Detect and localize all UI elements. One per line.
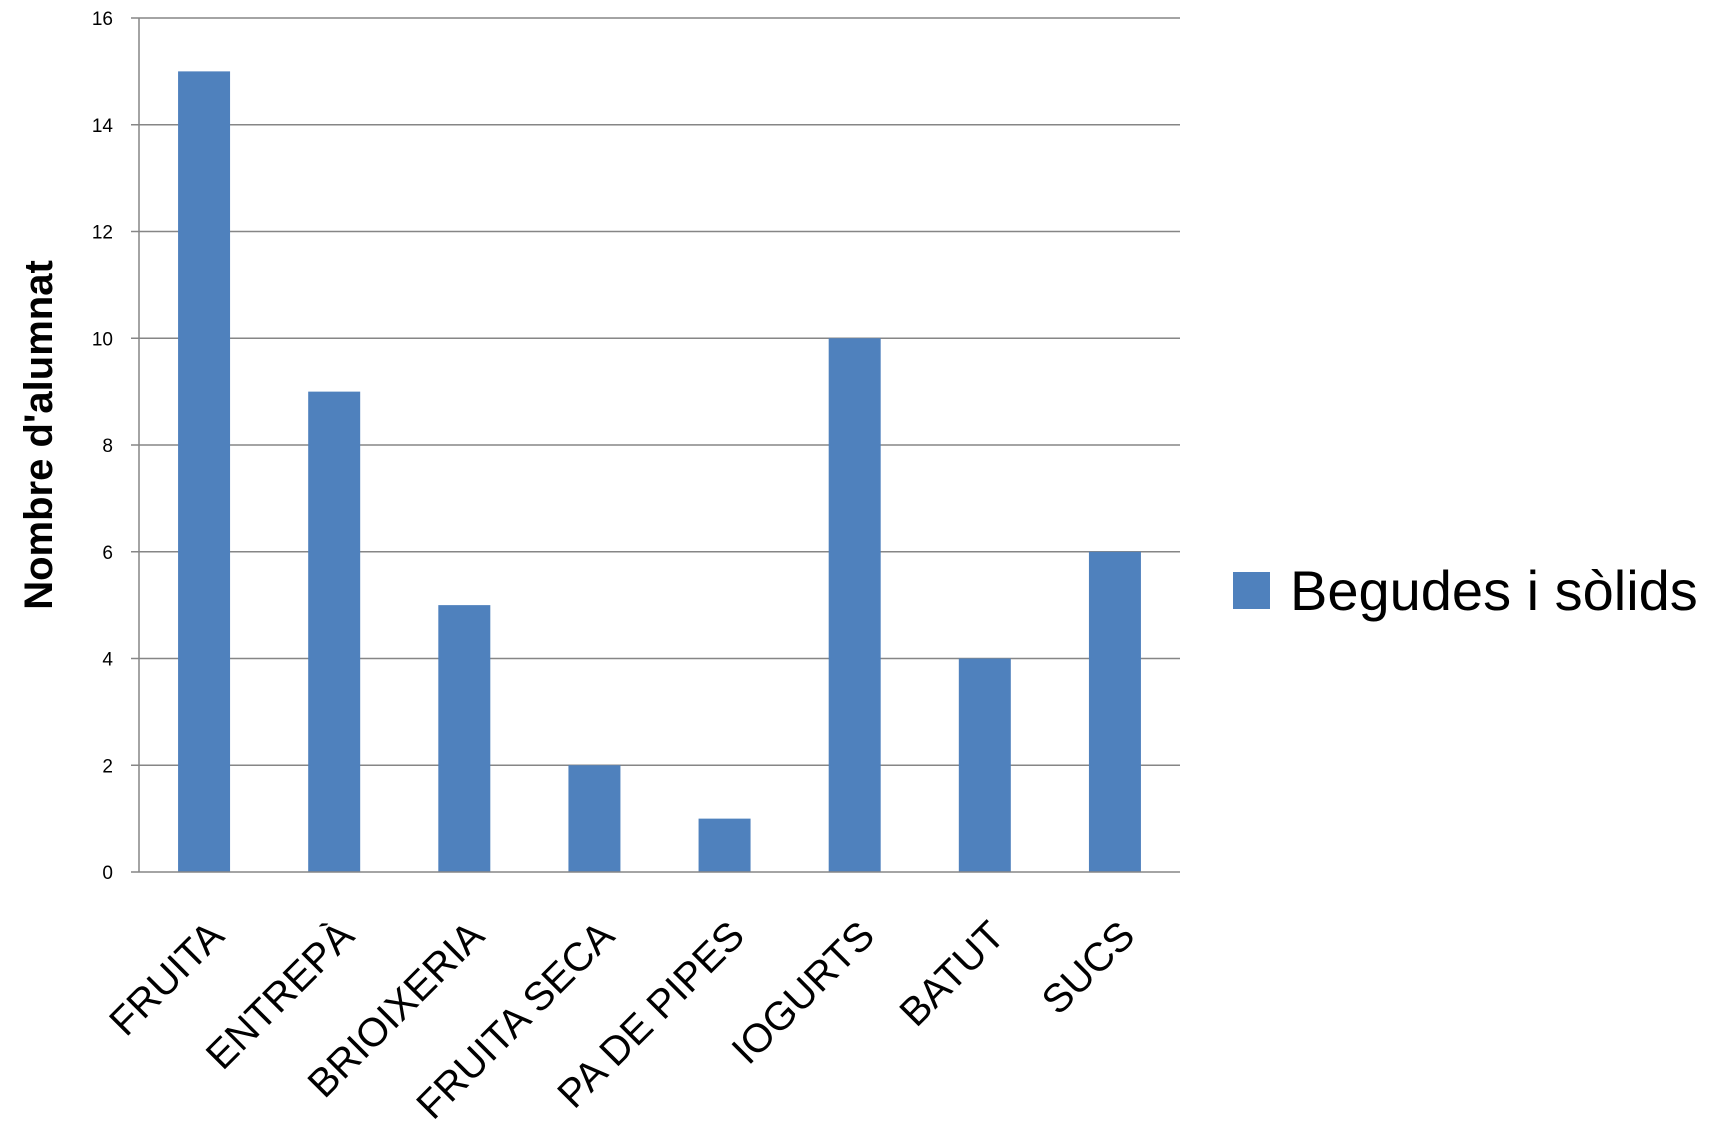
axes [131,17,1180,873]
y-tick-label: 2 [102,756,113,777]
y-tick-label: 10 [92,329,113,350]
bar [568,765,621,872]
y-tick-label: 16 [92,9,113,30]
bars [178,71,1141,872]
bar [438,605,491,872]
bar [308,391,361,872]
gridlines [139,17,1180,766]
y-tick-label: 6 [102,543,113,564]
bar [1088,551,1141,872]
x-category-label: IOGURTS [724,913,883,1072]
bar [698,818,751,872]
legend: Begudes i sòlids [1233,559,1698,622]
x-category-label: SUCS [1034,913,1144,1023]
y-tick-label: 8 [102,436,113,457]
y-tick-label: 0 [102,863,113,884]
y-tick-labels: 0 2 4 6 8 10 12 14 16 [92,9,114,884]
bar [958,658,1011,872]
y-tick-label: 14 [92,116,114,137]
x-category-label: FRUITA [101,913,232,1044]
bar [828,338,881,872]
x-category-label: BATUT [891,913,1013,1035]
y-tick-label: 12 [92,223,113,244]
legend-label: Begudes i sòlids [1290,559,1698,622]
y-tick-label: 4 [102,650,113,671]
y-axis-label: Nombre d'alumnat [17,260,61,610]
bar [178,71,231,872]
legend-swatch [1233,572,1270,609]
